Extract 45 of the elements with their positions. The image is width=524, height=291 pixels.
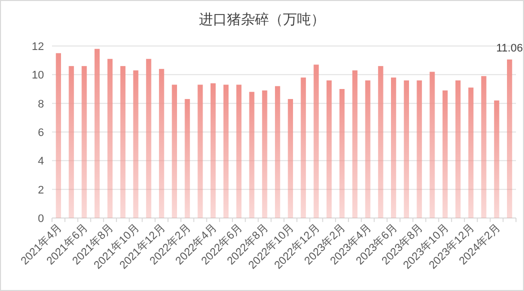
bar: [352, 70, 358, 218]
bar: [210, 83, 216, 218]
bar: [378, 66, 384, 218]
bar: [390, 78, 396, 218]
y-tick-label: 6: [38, 127, 44, 139]
bar: [430, 72, 435, 218]
bar: [274, 86, 280, 218]
bar: [494, 100, 500, 218]
bar: [404, 80, 410, 218]
bar: [107, 58, 113, 218]
chart-title: 进口猪杂碎（万吨）: [199, 11, 325, 27]
bar: [82, 66, 87, 218]
y-tick-label: 2: [38, 184, 44, 196]
bar: [314, 64, 319, 218]
bar: [146, 58, 152, 218]
bar: [468, 88, 474, 218]
bar: [198, 84, 203, 218]
bar: [262, 90, 268, 218]
bar: [68, 66, 74, 218]
bar: [56, 53, 62, 218]
bar: [184, 99, 190, 218]
bar: [455, 80, 461, 218]
bar: [158, 68, 164, 218]
y-tick-label: 8: [38, 98, 44, 110]
bar: [326, 80, 332, 218]
bar: [236, 84, 242, 218]
y-tick-label: 0: [38, 213, 44, 225]
bar: [365, 80, 370, 218]
y-tick-label: 10: [32, 70, 44, 82]
bar: [339, 89, 345, 218]
bar: [506, 59, 512, 218]
bar: [133, 70, 138, 218]
bar: [416, 80, 422, 218]
y-tick-label: 4: [38, 156, 44, 168]
bar: [120, 66, 126, 218]
bar: [172, 84, 178, 218]
bar: [481, 76, 486, 218]
bar: [223, 84, 229, 218]
bar: [300, 78, 306, 218]
bar: [94, 48, 100, 218]
y-tick-label: 12: [32, 41, 44, 53]
bar: [249, 92, 254, 218]
data-label: 11.06: [496, 42, 523, 54]
bar: [288, 99, 294, 218]
bar: [442, 90, 448, 218]
